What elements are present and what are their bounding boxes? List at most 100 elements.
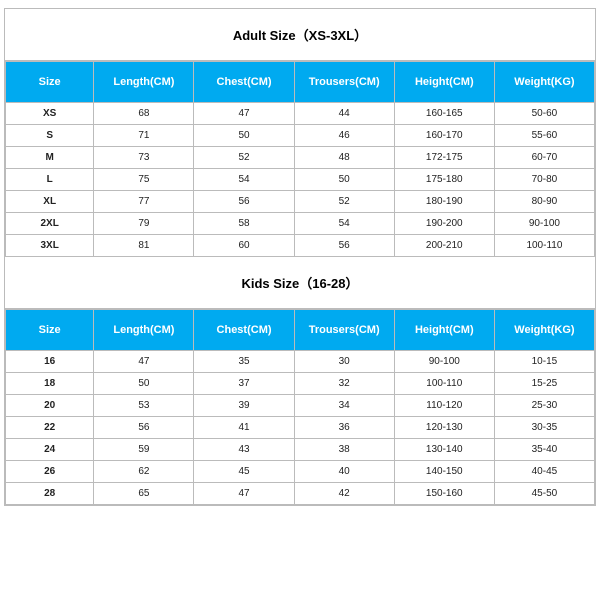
cell-value: 110-120	[394, 395, 494, 417]
kids-header-row: Size Length(CM) Chest(CM) Trousers(CM) H…	[6, 310, 595, 351]
cell-size: XS	[6, 103, 94, 125]
cell-value: 41	[194, 417, 294, 439]
cell-value: 50	[194, 125, 294, 147]
cell-value: 50-60	[494, 103, 594, 125]
cell-value: 150-160	[394, 483, 494, 505]
size-chart-container: Adult Size（XS-3XL） Size Length(CM) Chest…	[4, 8, 596, 506]
table-row: M735248172-17560-70	[6, 147, 595, 169]
cell-value: 42	[294, 483, 394, 505]
cell-value: 68	[94, 103, 194, 125]
cell-value: 38	[294, 439, 394, 461]
cell-size: 26	[6, 461, 94, 483]
cell-value: 160-170	[394, 125, 494, 147]
cell-value: 100-110	[494, 235, 594, 257]
kids-size-table: Size Length(CM) Chest(CM) Trousers(CM) H…	[5, 309, 595, 505]
table-row: XS684744160-16550-60	[6, 103, 595, 125]
col-length: Length(CM)	[94, 62, 194, 103]
cell-value: 47	[194, 103, 294, 125]
cell-value: 58	[194, 213, 294, 235]
cell-value: 35-40	[494, 439, 594, 461]
table-row: 28654742150-16045-50	[6, 483, 595, 505]
adult-title: Adult Size（XS-3XL）	[5, 9, 595, 61]
col-chest: Chest(CM)	[194, 62, 294, 103]
cell-value: 90-100	[394, 351, 494, 373]
cell-value: 56	[294, 235, 394, 257]
table-row: 20533934110-12025-30	[6, 395, 595, 417]
col-height: Height(CM)	[394, 310, 494, 351]
kids-title: Kids Size（16-28）	[5, 257, 595, 309]
cell-value: 120-130	[394, 417, 494, 439]
col-trousers: Trousers(CM)	[294, 310, 394, 351]
cell-value: 45-50	[494, 483, 594, 505]
adult-size-table: Size Length(CM) Chest(CM) Trousers(CM) H…	[5, 61, 595, 257]
cell-value: 25-30	[494, 395, 594, 417]
cell-value: 55-60	[494, 125, 594, 147]
cell-size: XL	[6, 191, 94, 213]
col-height: Height(CM)	[394, 62, 494, 103]
cell-value: 53	[94, 395, 194, 417]
adult-header-row: Size Length(CM) Chest(CM) Trousers(CM) H…	[6, 62, 595, 103]
cell-value: 35	[194, 351, 294, 373]
cell-value: 30	[294, 351, 394, 373]
cell-value: 44	[294, 103, 394, 125]
cell-value: 77	[94, 191, 194, 213]
cell-size: 18	[6, 373, 94, 395]
cell-size: 22	[6, 417, 94, 439]
cell-value: 73	[94, 147, 194, 169]
table-row: 24594338130-14035-40	[6, 439, 595, 461]
cell-value: 36	[294, 417, 394, 439]
cell-value: 40-45	[494, 461, 594, 483]
table-row: 1647353090-10010-15	[6, 351, 595, 373]
cell-value: 90-100	[494, 213, 594, 235]
cell-value: 56	[194, 191, 294, 213]
table-row: S715046160-17055-60	[6, 125, 595, 147]
adult-tbody: XS684744160-16550-60S715046160-17055-60M…	[6, 103, 595, 257]
cell-size: 24	[6, 439, 94, 461]
cell-value: 100-110	[394, 373, 494, 395]
cell-value: 50	[294, 169, 394, 191]
cell-value: 65	[94, 483, 194, 505]
cell-value: 80-90	[494, 191, 594, 213]
cell-value: 47	[94, 351, 194, 373]
cell-value: 70-80	[494, 169, 594, 191]
col-length: Length(CM)	[94, 310, 194, 351]
cell-value: 37	[194, 373, 294, 395]
table-row: XL775652180-19080-90	[6, 191, 595, 213]
table-row: 18503732100-11015-25	[6, 373, 595, 395]
cell-value: 43	[194, 439, 294, 461]
cell-value: 59	[94, 439, 194, 461]
cell-value: 60-70	[494, 147, 594, 169]
cell-size: 16	[6, 351, 94, 373]
cell-value: 30-35	[494, 417, 594, 439]
cell-value: 46	[294, 125, 394, 147]
cell-value: 47	[194, 483, 294, 505]
table-row: 22564136120-13030-35	[6, 417, 595, 439]
cell-value: 40	[294, 461, 394, 483]
cell-value: 130-140	[394, 439, 494, 461]
cell-value: 190-200	[394, 213, 494, 235]
cell-size: M	[6, 147, 94, 169]
cell-value: 52	[194, 147, 294, 169]
cell-value: 160-165	[394, 103, 494, 125]
col-size: Size	[6, 310, 94, 351]
cell-value: 45	[194, 461, 294, 483]
cell-value: 62	[94, 461, 194, 483]
cell-size: 20	[6, 395, 94, 417]
cell-value: 52	[294, 191, 394, 213]
cell-value: 48	[294, 147, 394, 169]
cell-value: 79	[94, 213, 194, 235]
cell-size: S	[6, 125, 94, 147]
table-row: 2XL795854190-20090-100	[6, 213, 595, 235]
cell-value: 60	[194, 235, 294, 257]
table-row: 3XL816056200-210100-110	[6, 235, 595, 257]
cell-value: 180-190	[394, 191, 494, 213]
cell-value: 140-150	[394, 461, 494, 483]
col-weight: Weight(KG)	[494, 62, 594, 103]
cell-size: 28	[6, 483, 94, 505]
cell-value: 200-210	[394, 235, 494, 257]
col-size: Size	[6, 62, 94, 103]
cell-value: 10-15	[494, 351, 594, 373]
cell-value: 71	[94, 125, 194, 147]
cell-value: 39	[194, 395, 294, 417]
cell-value: 32	[294, 373, 394, 395]
